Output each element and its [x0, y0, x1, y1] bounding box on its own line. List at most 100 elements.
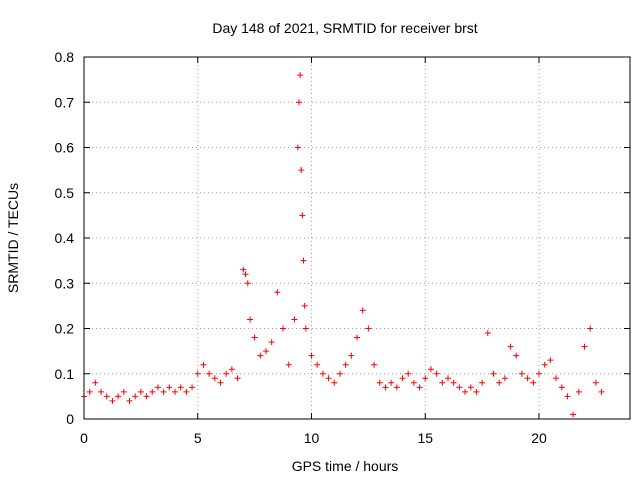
data-point: [342, 361, 349, 368]
data-point: [592, 379, 599, 386]
data-point: [257, 352, 264, 359]
data-point: [166, 384, 173, 391]
data-point: [302, 325, 309, 332]
data-point: [564, 393, 571, 400]
data-point: [126, 397, 133, 404]
y-tick-label: 0.1: [55, 366, 75, 382]
data-point: [399, 375, 406, 382]
y-tick-label: 0.4: [55, 230, 75, 246]
data-point: [280, 325, 287, 332]
data-point: [109, 397, 116, 404]
data-point: [422, 375, 429, 382]
data-point: [177, 384, 184, 391]
data-point: [518, 370, 525, 377]
data-point: [558, 384, 565, 391]
data-point: [467, 384, 474, 391]
y-axis-title: SRMTID / TECUs: [5, 183, 21, 293]
data-point: [211, 375, 218, 382]
data-point: [268, 339, 275, 346]
data-point: [285, 361, 292, 368]
data-point: [439, 379, 446, 386]
data-point: [371, 361, 378, 368]
data-point: [194, 370, 201, 377]
data-point: [244, 280, 251, 287]
data-point: [137, 388, 144, 395]
data-point: [228, 366, 235, 373]
data-point: [388, 379, 395, 386]
data-point: [294, 144, 301, 151]
x-tick-label: 0: [80, 430, 88, 446]
y-tick-label: 0.6: [55, 140, 75, 156]
data-point: [450, 379, 457, 386]
data-point: [433, 370, 440, 377]
y-tick-labels: 0 0.1 0.2 0.3 0.4 0.5 0.6 0.7 0.8: [55, 49, 75, 427]
x-tick-labels: 0 5 10 15 20: [80, 430, 547, 446]
data-point: [92, 379, 99, 386]
data-point: [223, 370, 230, 377]
data-point: [247, 316, 254, 323]
data-point: [484, 330, 491, 337]
data-point: [575, 388, 582, 395]
data-point: [473, 388, 480, 395]
data-point: [348, 352, 355, 359]
data-point: [393, 384, 400, 391]
data-point: [410, 379, 417, 386]
data-point: [416, 384, 423, 391]
data-point: [496, 379, 503, 386]
data-point: [513, 352, 520, 359]
data-point: [242, 271, 249, 278]
data-points: [81, 72, 605, 418]
x-tick-label: 5: [194, 430, 202, 446]
x-tick-label: 10: [304, 430, 320, 446]
data-point: [115, 393, 122, 400]
data-point: [301, 302, 308, 309]
data-point: [325, 375, 332, 382]
data-point: [456, 384, 463, 391]
data-point: [376, 379, 383, 386]
x-axis-title: GPS time / hours: [292, 458, 399, 474]
x-tick-label: 20: [531, 430, 547, 446]
data-point: [524, 375, 531, 382]
data-point: [217, 379, 224, 386]
y-tick-label: 0.7: [55, 94, 75, 110]
data-point: [359, 307, 366, 314]
data-point: [103, 393, 110, 400]
data-point: [206, 370, 213, 377]
data-point: [308, 352, 315, 359]
data-point: [490, 370, 497, 377]
data-point: [581, 343, 588, 350]
data-point: [149, 388, 156, 395]
y-tick-label: 0.2: [55, 321, 75, 337]
data-point: [251, 334, 258, 341]
data-point: [189, 384, 196, 391]
chart-title: Day 148 of 2021, SRMTID for receiver brs…: [212, 20, 477, 36]
data-point: [587, 325, 594, 332]
data-point: [240, 266, 247, 273]
data-point: [298, 167, 305, 174]
data-point: [507, 343, 514, 350]
data-point: [553, 375, 560, 382]
data-point: [299, 212, 306, 219]
data-point: [547, 357, 554, 364]
data-point: [365, 325, 372, 332]
data-point: [200, 361, 207, 368]
data-point: [331, 379, 338, 386]
data-point: [541, 361, 548, 368]
y-tick-label: 0: [66, 411, 74, 427]
grid-lines: [84, 57, 630, 419]
data-point: [336, 370, 343, 377]
data-point: [300, 257, 307, 264]
data-point: [354, 334, 360, 341]
data-point: [405, 370, 412, 377]
data-point: [143, 393, 150, 400]
data-point: [263, 348, 269, 355]
data-point: [295, 99, 302, 106]
data-point: [120, 388, 127, 395]
data-point: [154, 384, 161, 391]
data-point: [536, 370, 542, 377]
data-point: [319, 370, 326, 377]
data-point: [234, 375, 241, 382]
data-point: [98, 388, 105, 395]
data-point: [479, 379, 486, 386]
